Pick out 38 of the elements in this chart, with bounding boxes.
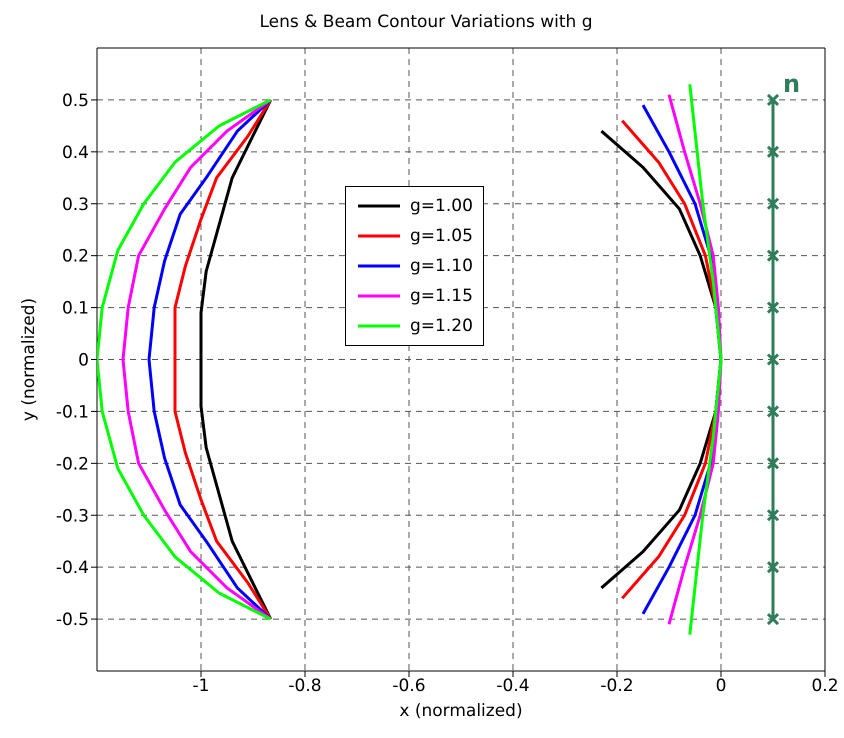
point [766, 560, 780, 574]
y-tick-label: -0.2 [56, 454, 89, 474]
y-tick-label: -0.4 [56, 558, 89, 578]
annotation: n [783, 70, 800, 98]
x-tick-label: -0.6 [392, 676, 426, 696]
y-tick-label: -0.3 [56, 506, 89, 526]
x-axis-title: x (normalized) [399, 701, 523, 721]
y-tick-label: 0.3 [62, 194, 89, 215]
legend-label: g=1.05 [410, 226, 473, 246]
point [766, 301, 780, 314]
y-tick-label: 0.1 [62, 298, 89, 319]
legend-label: g=1.15 [410, 286, 473, 306]
x-tick-label: -0.4 [496, 676, 530, 696]
y-tick-label: -0.1 [56, 402, 89, 422]
point [766, 197, 780, 210]
point [766, 249, 780, 262]
point [766, 353, 780, 366]
x-tick-label: 0 [716, 676, 726, 696]
y-tick-label: 0.5 [62, 90, 89, 111]
y-tick-label: 0.2 [62, 246, 89, 267]
legend-label: g=1.00 [410, 196, 473, 216]
legend-label: g=1.20 [410, 316, 473, 336]
x-tick-label: -0.2 [600, 676, 634, 696]
y-tick-label: 0.4 [62, 142, 89, 163]
chart-title: Lens & Beam Contour Variations with g [258, 12, 594, 32]
point [766, 145, 780, 158]
x-tick-label: 0.2 [811, 676, 839, 696]
y-tick-label: -0.5 [56, 610, 89, 630]
point [766, 612, 780, 626]
point [766, 508, 780, 522]
x-tick-label: -0.8 [288, 676, 322, 696]
point [766, 404, 780, 418]
point [766, 456, 780, 470]
point [766, 93, 780, 106]
y-axis-title: y (normalized) [19, 298, 39, 422]
legend-label: g=1.10 [410, 256, 473, 276]
y-tick-label: 0 [78, 350, 89, 371]
x-tick-label: -1 [192, 676, 210, 696]
